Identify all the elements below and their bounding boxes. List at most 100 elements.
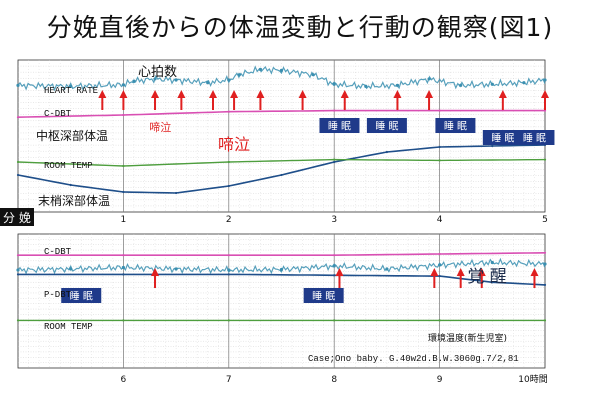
heart-rate-point <box>490 260 494 265</box>
case-info: Case;Ono baby. G.40w2d.B.W.3060g.7/2,81 <box>308 354 519 364</box>
peripheral-temp-point <box>16 273 20 276</box>
heart-rate-point <box>121 265 125 270</box>
core-temp-point <box>543 251 547 254</box>
ambient-temp-label: 環境温度(新生児室) <box>428 332 507 344</box>
sleep-label: 睡 眠 <box>312 290 335 303</box>
c-dbt-label-bottom: C-DBT <box>44 247 72 257</box>
grid-layer: 1 2 3 4 5 6 7 8 9 10時間 <box>17 59 548 385</box>
x-tick-label: 7 <box>226 375 232 385</box>
peripheral-temp-label: 末梢深部体温 <box>38 193 110 208</box>
peripheral-temp-point <box>122 273 125 276</box>
x-tick-label: 3 <box>331 215 337 225</box>
awake-label: 覚 醒 <box>467 267 506 287</box>
core-temp-point <box>122 113 125 117</box>
room-temp-point <box>438 319 441 322</box>
heart-rate-point <box>438 263 442 267</box>
heart-rate-point <box>174 267 178 271</box>
heart-rate-point <box>311 73 315 77</box>
core-temp-point <box>16 116 20 119</box>
heart-rate-point <box>227 78 231 82</box>
room-temp-point <box>543 158 547 161</box>
c-dbt-label-top: C-DBT <box>44 109 72 119</box>
heart-rate-point <box>332 82 336 86</box>
heart-rate-point <box>69 84 73 88</box>
sleep-box <box>514 130 555 145</box>
heart-rate-point <box>237 73 241 77</box>
core-temp-line <box>17 109 545 118</box>
room-temp-label-top: ROOM TEMP <box>44 161 93 171</box>
sleep-label: 睡 眠 <box>491 132 514 145</box>
heart-rate-point <box>543 262 547 266</box>
event-arrow-head <box>151 268 160 276</box>
heart-rate-point <box>522 81 526 85</box>
sleep-label: 睡 眠 <box>328 120 351 133</box>
peripheral-temp-point <box>333 274 336 277</box>
heart-rate-point <box>206 81 210 85</box>
page-title: 分娩直後からの体温変動と行動の観察(図1) <box>46 13 554 42</box>
event-arrow-head <box>393 90 402 98</box>
peripheral-temp-point <box>227 273 230 276</box>
x-tick-label: 1 <box>121 215 127 225</box>
event-arrow-head <box>430 268 439 276</box>
peripheral-temp-point <box>385 150 388 154</box>
peripheral-temp-point <box>280 173 283 177</box>
core-temp-point <box>16 254 20 257</box>
heart-rate-point <box>153 77 157 81</box>
peripheral-temp-point <box>69 183 72 187</box>
sleep-label: 睡 眠 <box>523 132 546 145</box>
delivery-label: 分 娩 <box>3 211 31 225</box>
x-tick-label: 4 <box>437 215 443 225</box>
event-arrow-head <box>425 90 434 98</box>
room-temp-point <box>543 319 547 322</box>
sleep-label: 睡 眠 <box>70 290 93 303</box>
heart-rate-point <box>16 83 20 87</box>
heart-rate-point <box>132 79 136 83</box>
peripheral-temp-point <box>175 191 178 195</box>
heart-rate-point <box>543 78 547 82</box>
heart-rate-line <box>17 65 546 92</box>
x-tick-label: 8 <box>331 375 337 385</box>
heart-rate-point <box>490 82 494 86</box>
heart-rate-line <box>17 257 546 275</box>
room-temp-point <box>333 158 336 161</box>
core-temp-point <box>227 254 230 257</box>
room-temp-point <box>122 164 125 168</box>
x-tick-label: 5 <box>542 215 548 225</box>
core-temp-label: 中枢深部体温 <box>36 128 108 143</box>
event-arrow-head <box>119 90 128 98</box>
event-arrow-head <box>477 268 486 276</box>
sleep-label: 睡 眠 <box>375 120 398 133</box>
event-arrow-head <box>340 90 349 98</box>
heart-rate-point <box>427 77 431 81</box>
x-tick-label: 9 <box>437 375 443 385</box>
heart-rate-point <box>332 264 336 268</box>
core-temp-point <box>438 252 441 256</box>
heart-rate-label-jp: 心拍数 <box>138 65 177 80</box>
delivery-label-box <box>0 208 34 226</box>
room-temp-point <box>333 319 336 322</box>
heart-rate-point <box>16 268 20 272</box>
heart-rate-point <box>459 83 463 87</box>
peripheral-temp-point <box>16 173 20 177</box>
core-temp-point <box>227 110 230 113</box>
core-temp-line <box>18 252 546 256</box>
p-dbt-label: P-DBT <box>44 290 72 300</box>
heart-rate-label-en: HEART RATE <box>44 86 98 96</box>
event-arrow-head <box>177 90 186 98</box>
sleep-box <box>303 288 344 303</box>
event-arrow-head <box>208 90 217 98</box>
heart-rate-point <box>364 84 368 88</box>
sleep-box <box>61 288 102 303</box>
core-temp-point <box>122 254 125 257</box>
heart-rate-point <box>385 267 389 271</box>
heart-rate-point <box>121 83 125 87</box>
event-arrow-head <box>456 268 465 276</box>
sleep-box <box>482 130 523 145</box>
room-temp-line <box>17 158 546 167</box>
peripheral-temp-point <box>333 160 336 164</box>
core-temp-point <box>438 109 441 112</box>
heart-rate-point <box>279 267 284 272</box>
room-temp-point <box>122 319 125 322</box>
annotation-layer: 啼泣啼泣睡 眠睡 眠睡 眠睡 眠睡 眠睡 眠睡 眠覚 醒 <box>61 90 555 303</box>
heart-rate-point <box>227 268 231 272</box>
